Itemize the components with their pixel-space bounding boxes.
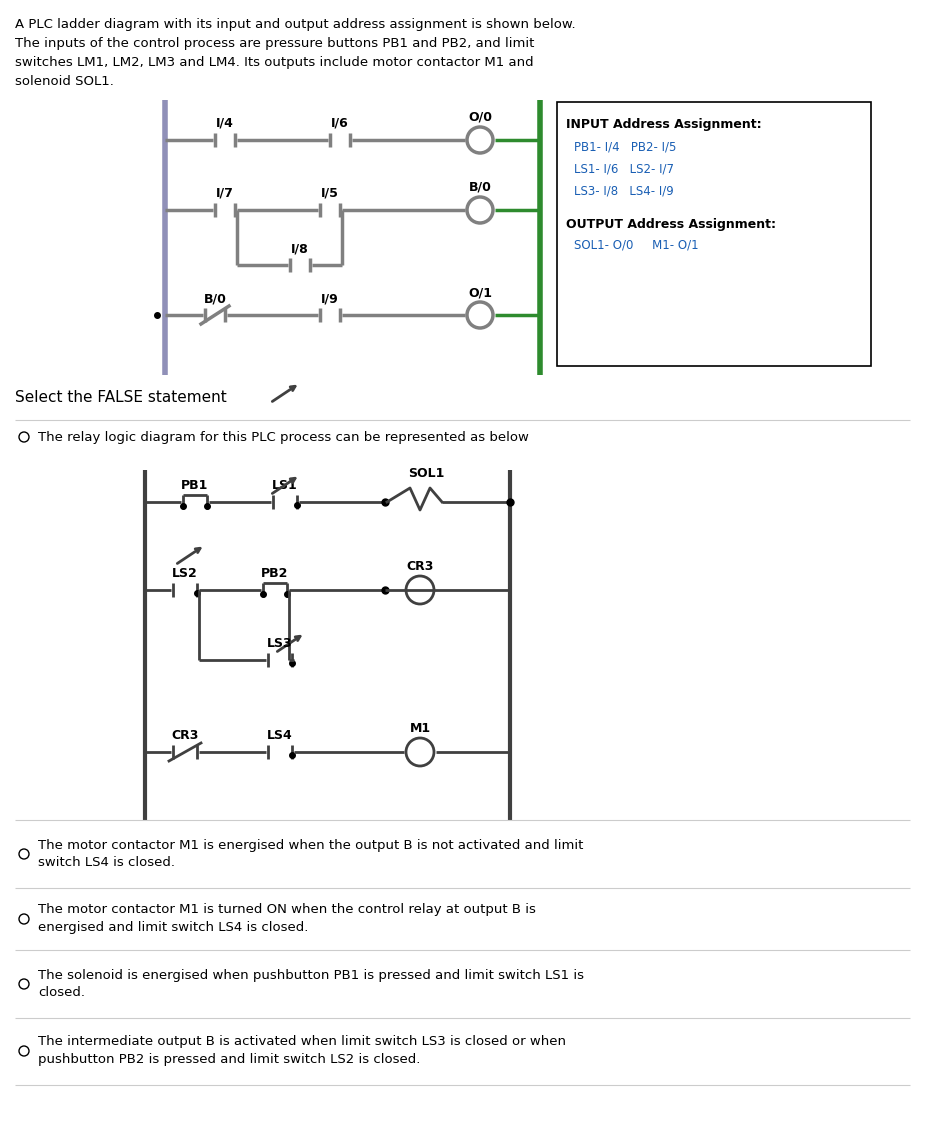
FancyBboxPatch shape xyxy=(557,102,871,366)
Text: M1: M1 xyxy=(410,722,430,735)
Text: O/1: O/1 xyxy=(468,286,492,299)
Text: LS4: LS4 xyxy=(267,729,293,741)
Text: PB2: PB2 xyxy=(261,567,288,580)
Text: INPUT Address Assignment:: INPUT Address Assignment: xyxy=(566,118,761,131)
Text: B/0: B/0 xyxy=(468,181,492,194)
Text: I/5: I/5 xyxy=(321,187,339,201)
Text: A PLC ladder diagram with its input and output address assignment is shown below: A PLC ladder diagram with its input and … xyxy=(15,18,576,31)
Text: The intermediate output B is activated when limit switch LS3 is closed or when
p: The intermediate output B is activated w… xyxy=(38,1036,566,1067)
Text: The solenoid is energised when pushbutton PB1 is pressed and limit switch LS1 is: The solenoid is energised when pushbutto… xyxy=(38,968,584,999)
Text: LS3: LS3 xyxy=(267,637,293,650)
Text: PB1- I/4   PB2- I/5: PB1- I/4 PB2- I/5 xyxy=(574,141,676,154)
Text: I/7: I/7 xyxy=(216,187,234,201)
Text: CR3: CR3 xyxy=(172,729,199,741)
Text: O/0: O/0 xyxy=(468,111,492,124)
Text: OUTPUT Address Assignment:: OUTPUT Address Assignment: xyxy=(566,218,776,231)
Text: Select the FALSE statement: Select the FALSE statement xyxy=(15,390,227,405)
Text: I/4: I/4 xyxy=(216,117,234,129)
Text: LS3- I/8   LS4- I/9: LS3- I/8 LS4- I/9 xyxy=(574,185,674,198)
Text: The motor contactor M1 is energised when the output B is not activated and limit: The motor contactor M1 is energised when… xyxy=(38,839,583,870)
Text: The relay logic diagram for this PLC process can be represented as below: The relay logic diagram for this PLC pro… xyxy=(38,431,529,444)
Text: SOL1: SOL1 xyxy=(408,468,444,480)
Text: I/6: I/6 xyxy=(331,117,349,129)
Text: LS1- I/6   LS2- I/7: LS1- I/6 LS2- I/7 xyxy=(574,163,674,176)
Text: SOL1- O/0     M1- O/1: SOL1- O/0 M1- O/1 xyxy=(574,238,699,251)
Text: LS2: LS2 xyxy=(172,567,198,580)
Text: solenoid SOL1.: solenoid SOL1. xyxy=(15,74,114,88)
Text: I/8: I/8 xyxy=(291,242,309,256)
Text: PB1: PB1 xyxy=(181,479,209,492)
Text: B/0: B/0 xyxy=(203,292,227,305)
Text: The inputs of the control process are pressure buttons PB1 and PB2, and limit: The inputs of the control process are pr… xyxy=(15,37,535,50)
Text: I/9: I/9 xyxy=(321,292,339,305)
Text: The motor contactor M1 is turned ON when the control relay at output B is
energi: The motor contactor M1 is turned ON when… xyxy=(38,903,536,934)
Text: LS1: LS1 xyxy=(272,479,298,492)
Text: CR3: CR3 xyxy=(406,560,434,573)
Text: switches LM1, LM2, LM3 and LM4. Its outputs include motor contactor M1 and: switches LM1, LM2, LM3 and LM4. Its outp… xyxy=(15,56,534,69)
